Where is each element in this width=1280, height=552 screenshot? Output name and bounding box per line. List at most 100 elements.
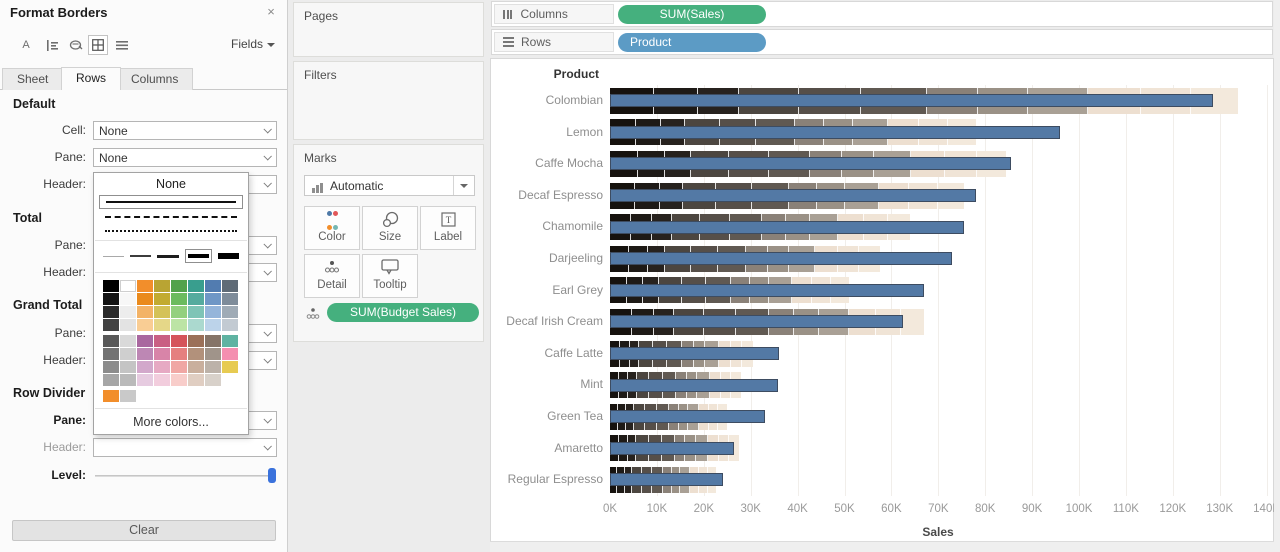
chevron-down-icon[interactable] [453, 176, 474, 195]
tab-columns[interactable]: Columns [116, 68, 194, 90]
palette-swatch[interactable] [171, 335, 187, 347]
row-label[interactable]: Mint [580, 377, 603, 392]
alignment-format-icon[interactable] [42, 35, 62, 55]
close-icon[interactable]: × [267, 4, 275, 19]
palette-swatch[interactable] [205, 374, 221, 386]
thickness-option-1[interactable] [103, 251, 125, 262]
sales-bar[interactable] [610, 220, 965, 234]
palette-swatch[interactable] [103, 280, 119, 292]
palette-swatch[interactable] [188, 319, 204, 331]
palette-swatch[interactable] [103, 390, 119, 402]
row-label[interactable]: Chamomile [542, 219, 603, 234]
palette-swatch[interactable] [103, 348, 119, 360]
sales-bar[interactable] [610, 157, 1011, 171]
palette-swatch[interactable] [154, 335, 170, 347]
cell-border-select[interactable]: None [93, 121, 277, 140]
tooltip-button[interactable]: Tooltip [362, 254, 418, 298]
palette-swatch[interactable] [222, 361, 238, 373]
palette-swatch[interactable] [137, 280, 154, 292]
palette-swatch[interactable] [171, 361, 187, 373]
palette-swatch[interactable] [137, 319, 153, 331]
palette-swatch[interactable] [120, 306, 136, 318]
palette-swatch[interactable] [188, 306, 204, 318]
sales-bar[interactable] [610, 378, 778, 392]
palette-swatch[interactable] [103, 374, 119, 386]
palette-swatch[interactable] [120, 319, 136, 331]
palette-swatch[interactable] [205, 361, 221, 373]
row-label[interactable]: Caffe Latte [544, 345, 604, 360]
palette-swatch[interactable] [171, 293, 187, 305]
palette-swatch[interactable] [154, 348, 170, 360]
thickness-option-3[interactable] [157, 250, 179, 263]
tab-rows[interactable]: Rows [61, 67, 122, 90]
sales-bar[interactable] [610, 347, 779, 361]
sales-bar[interactable] [610, 315, 904, 329]
palette-swatch[interactable] [222, 280, 239, 292]
palette-swatch[interactable] [120, 374, 136, 386]
palette-swatch[interactable] [154, 293, 170, 305]
palette-swatch[interactable] [222, 319, 238, 331]
palette-swatch[interactable] [154, 319, 170, 331]
row-label[interactable]: Decaf Irish Cream [506, 314, 603, 329]
sales-bar[interactable] [610, 125, 1061, 139]
palette-swatch[interactable] [188, 280, 205, 292]
label-button[interactable]: T Label [420, 206, 476, 250]
budget-sales-pill[interactable]: SUM(Budget Sales) [327, 303, 479, 322]
palette-swatch[interactable] [154, 280, 171, 292]
row-label[interactable]: Earl Grey [552, 282, 603, 297]
border-option-dotted[interactable] [99, 225, 243, 237]
more-colors-button[interactable]: More colors... [133, 415, 209, 429]
product-pill[interactable]: Product [618, 33, 766, 52]
palette-swatch[interactable] [205, 335, 221, 347]
palette-swatch[interactable] [205, 319, 221, 331]
palette-swatch[interactable] [103, 335, 119, 347]
palette-swatch[interactable] [171, 348, 187, 360]
row-divider-header-select[interactable] [93, 438, 277, 457]
palette-swatch[interactable] [171, 319, 187, 331]
size-button[interactable]: Size [362, 206, 418, 250]
thickness-option-4[interactable] [184, 249, 212, 263]
palette-swatch[interactable] [188, 293, 204, 305]
palette-swatch[interactable] [222, 348, 238, 360]
palette-swatch[interactable] [188, 361, 204, 373]
palette-swatch[interactable] [120, 390, 136, 402]
sales-bar[interactable] [610, 189, 976, 203]
palette-swatch[interactable] [222, 293, 238, 305]
sales-bar[interactable] [610, 283, 925, 297]
sales-bar[interactable] [610, 94, 1213, 108]
palette-swatch[interactable] [120, 348, 136, 360]
color-button[interactable]: Color [304, 206, 360, 250]
row-label[interactable]: Caffe Mocha [535, 156, 603, 171]
sales-bar[interactable] [610, 252, 953, 266]
palette-swatch[interactable] [120, 361, 136, 373]
mark-type-dropdown[interactable]: Automatic [304, 175, 475, 196]
slider-track[interactable] [95, 475, 276, 477]
thickness-option-5[interactable] [217, 248, 240, 264]
border-option-none[interactable]: None [156, 177, 186, 191]
row-label[interactable]: Colombian [545, 93, 603, 107]
row-label[interactable]: Regular Espresso [507, 472, 603, 487]
palette-swatch[interactable] [205, 348, 221, 360]
palette-swatch[interactable] [205, 293, 221, 305]
palette-swatch[interactable] [222, 306, 238, 318]
palette-swatch[interactable] [103, 361, 119, 373]
palette-swatch[interactable] [137, 348, 153, 360]
lines-format-icon[interactable] [112, 35, 132, 55]
pane-border-select[interactable]: None [93, 148, 277, 167]
palette-swatch[interactable] [103, 293, 119, 305]
palette-swatch[interactable] [171, 280, 188, 292]
palette-swatch[interactable] [120, 335, 136, 347]
shading-format-icon[interactable] [66, 35, 86, 55]
borders-format-icon[interactable] [88, 35, 108, 55]
palette-swatch[interactable] [103, 306, 119, 318]
palette-swatch[interactable] [120, 293, 136, 305]
sales-bar[interactable] [610, 410, 765, 424]
sum-sales-pill[interactable]: SUM(Sales) [618, 5, 766, 24]
tab-sheet[interactable]: Sheet [2, 68, 64, 90]
sales-bar[interactable] [610, 441, 735, 455]
font-format-icon[interactable]: A [22, 39, 30, 51]
palette-swatch[interactable] [103, 319, 119, 331]
palette-swatch[interactable] [154, 361, 170, 373]
palette-swatch[interactable] [154, 374, 170, 386]
row-label[interactable]: Decaf Espresso [518, 187, 603, 202]
